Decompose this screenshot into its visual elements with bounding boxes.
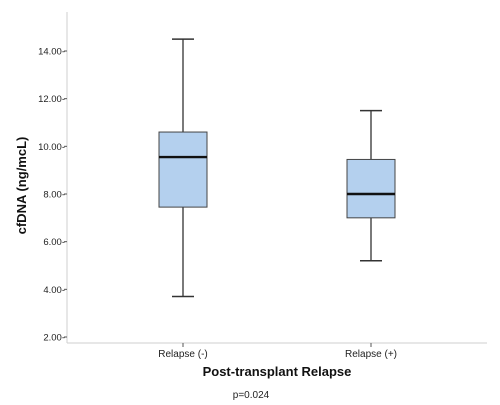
plot-frame — [66, 12, 487, 344]
p-value-annotation: p=0.024 — [233, 390, 270, 401]
box-series — [158, 38, 396, 298]
iqr-box — [346, 158, 396, 219]
iqr-box — [158, 131, 208, 208]
y-tick-label: 14.00- — [38, 47, 65, 58]
x-category-label: Relapse (+) — [345, 349, 397, 360]
y-axis-title: cfDNA (ng/mcL) — [14, 137, 29, 235]
y-tick-label: 10.00- — [38, 142, 65, 153]
y-tick-label: 6.00- — [43, 237, 65, 248]
y-tick-label: 4.00- — [43, 285, 65, 296]
y-tick-label: 12.00- — [38, 94, 65, 105]
y-tick-label: 8.00- — [43, 190, 65, 201]
x-axis-categories: Relapse (-) Relapse (+) — [158, 343, 397, 360]
y-axis-ticks: 2.00- 4.00- 6.00- 8.00- 10.00- 12.00- 14.00- — [38, 47, 67, 344]
box-group — [158, 38, 208, 298]
x-category-label: Relapse (-) — [158, 349, 207, 360]
x-axis-title: Post-transplant Relapse — [203, 364, 352, 379]
y-tick-label: 2.00- — [43, 333, 65, 344]
box-group — [346, 109, 396, 262]
